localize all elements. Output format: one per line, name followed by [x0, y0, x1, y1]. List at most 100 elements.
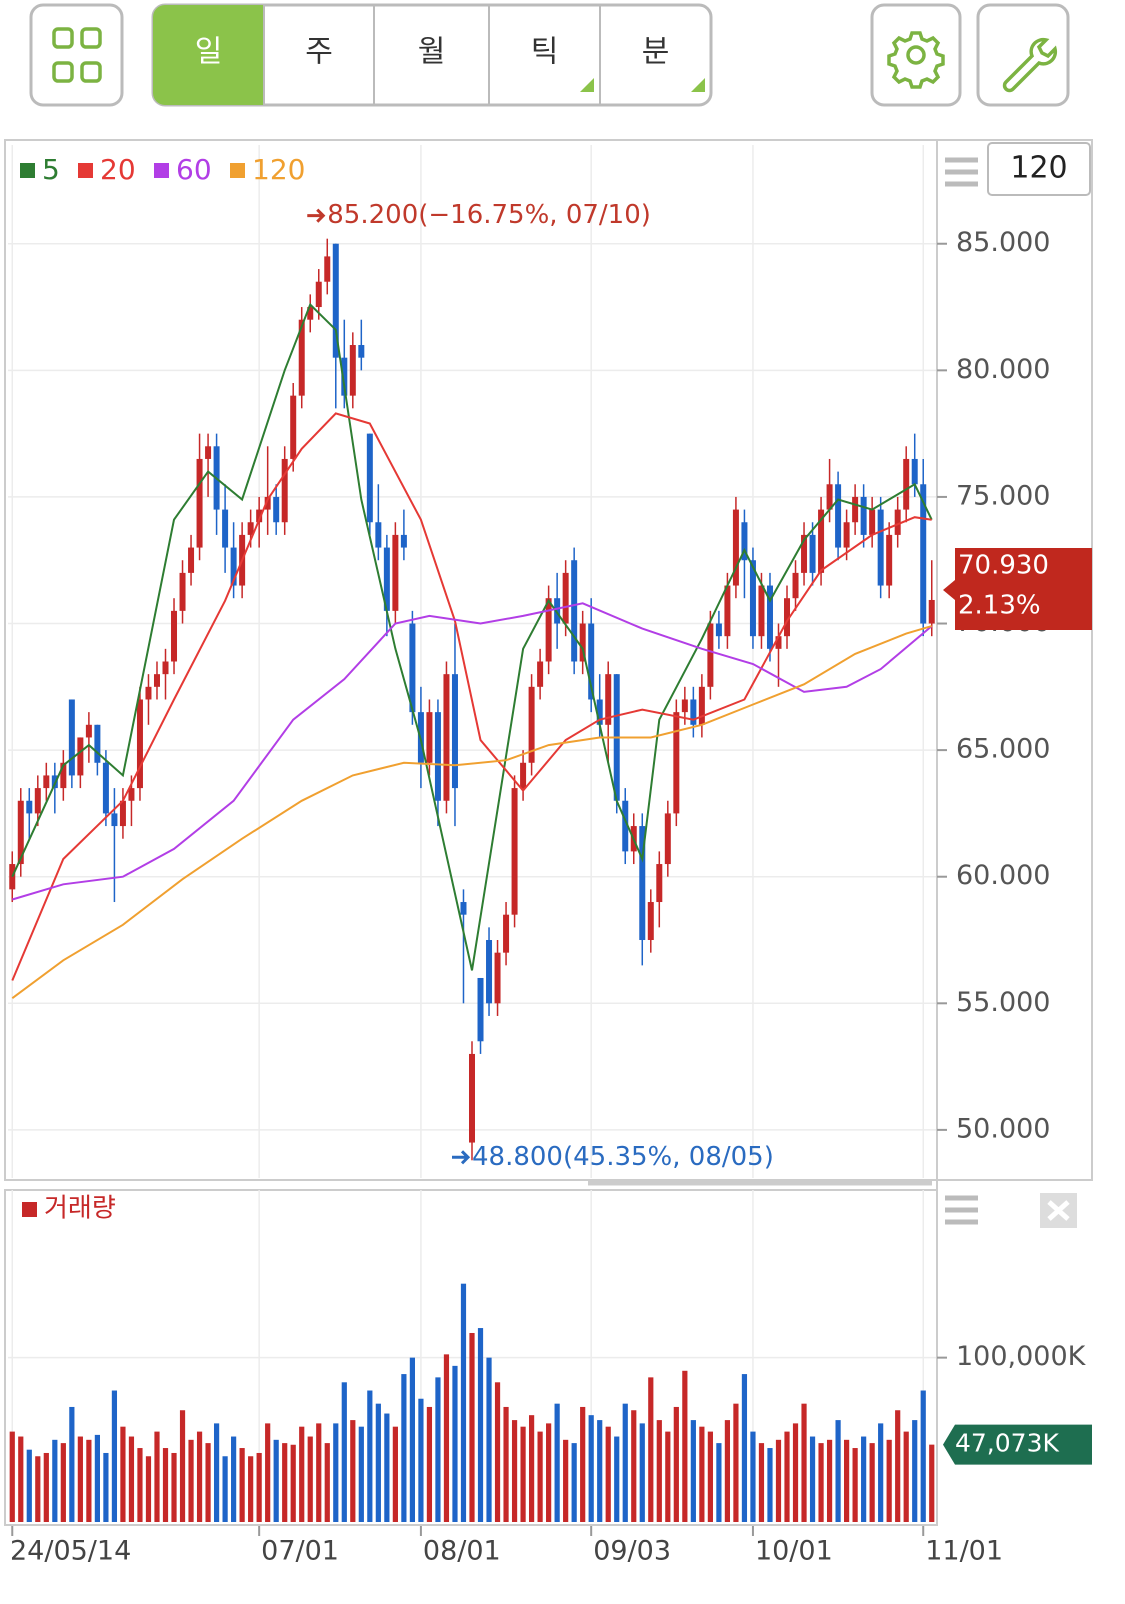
volume-bar [162, 1448, 169, 1522]
candle-body [562, 572, 569, 624]
volume-bar [26, 1449, 32, 1522]
candle-body [545, 598, 552, 662]
volume-bar [869, 1443, 875, 1522]
candle-body [792, 572, 799, 599]
tools-button[interactable] [976, 3, 1070, 107]
x-tick-label: 10/01 [755, 1536, 833, 1567]
volume-bar [758, 1443, 765, 1522]
volume-bar [826, 1439, 833, 1522]
tab-label[interactable]: 월 [418, 35, 446, 70]
candle-body [349, 345, 356, 396]
candle-body [264, 496, 271, 510]
volume-bar [435, 1377, 441, 1522]
volume-bar [35, 1456, 41, 1522]
candle-body [43, 775, 50, 789]
volume-bar [307, 1436, 313, 1522]
volume-bar [77, 1436, 83, 1522]
volume-badge [943, 1424, 1092, 1465]
volume-bar [690, 1420, 696, 1522]
candle-body [409, 623, 416, 713]
volume-bar [213, 1423, 220, 1522]
candle-body [673, 712, 680, 814]
volume-bar [656, 1420, 662, 1522]
candle-body [732, 509, 739, 586]
volume-bar [392, 1426, 398, 1522]
candle-body [9, 864, 16, 890]
volume-bar [852, 1448, 858, 1522]
volume-bar [248, 1456, 254, 1522]
volume-bar [648, 1377, 654, 1522]
candle-body [758, 585, 765, 637]
candle-body [426, 712, 433, 763]
candle-body [17, 800, 24, 865]
candle-body [528, 686, 535, 763]
volume-bar [94, 1434, 100, 1522]
price-panel [4, 139, 1093, 1181]
candle-body [60, 762, 67, 789]
volume-bar [546, 1423, 552, 1522]
moving-average [11, 302, 933, 971]
volume-bar [588, 1415, 594, 1522]
tab-label[interactable]: 주 [305, 35, 333, 70]
volume-bar [265, 1423, 271, 1522]
candle-body [366, 433, 373, 523]
candle-body [852, 496, 859, 523]
candle-body [639, 826, 646, 941]
candle-body [503, 914, 510, 953]
annotation-arrow [307, 208, 326, 223]
candle-body [784, 598, 791, 637]
candle-body [869, 509, 876, 535]
volume-bar [282, 1443, 288, 1522]
volume-bar [222, 1456, 228, 1522]
tab-label[interactable]: 틱 [531, 35, 559, 70]
volume-bar [418, 1398, 424, 1522]
candle-body [775, 636, 782, 649]
volume-bar [18, 1436, 24, 1522]
volume-bar [239, 1448, 245, 1522]
candle-body [273, 496, 280, 523]
legend-label: 60 [176, 153, 212, 186]
moving-average [12, 602, 933, 901]
volume-bar [43, 1452, 49, 1522]
submenu-marker [580, 78, 594, 92]
moving-average [11, 412, 932, 981]
legend-label: 120 [252, 153, 305, 186]
volume-bar [111, 1390, 118, 1522]
candle-body [809, 534, 816, 573]
candle-body [460, 902, 467, 915]
volume-bar [682, 1370, 688, 1522]
y-tick-label: 85.000 [956, 227, 1050, 258]
layout-button[interactable] [29, 3, 124, 107]
candle-body [715, 623, 722, 637]
volume-bar [137, 1448, 143, 1522]
settings-button[interactable] [870, 3, 962, 107]
tab-label[interactable]: 일 [195, 35, 223, 70]
candle-body [128, 788, 135, 801]
volume-bar [903, 1431, 909, 1522]
volume-bar [367, 1390, 373, 1522]
candle-body [443, 674, 450, 801]
volume-bar [707, 1431, 713, 1522]
candle-body [920, 484, 927, 624]
x-tick-label: 11/01 [925, 1536, 1003, 1567]
volume-bar [188, 1439, 194, 1522]
volume-bar [503, 1406, 509, 1522]
volume-bar [205, 1443, 211, 1522]
volume-bar [103, 1452, 109, 1522]
volume-bar [196, 1431, 203, 1522]
volume-bar [716, 1443, 722, 1522]
tab-label[interactable]: 분 [642, 35, 670, 70]
volume-bar [452, 1365, 458, 1522]
candle-body [494, 952, 501, 1004]
candle-body [307, 307, 314, 320]
candle-body [383, 547, 390, 611]
candle-body [375, 522, 382, 548]
volume-bar [358, 1426, 364, 1522]
candle-body [681, 699, 688, 713]
period-input[interactable] [987, 142, 1091, 196]
candle-body [26, 800, 33, 814]
volume-bar [60, 1443, 66, 1522]
volume-bar [350, 1420, 356, 1522]
volume-bar [9, 1431, 15, 1522]
x-tick-label: 08/01 [423, 1536, 501, 1567]
